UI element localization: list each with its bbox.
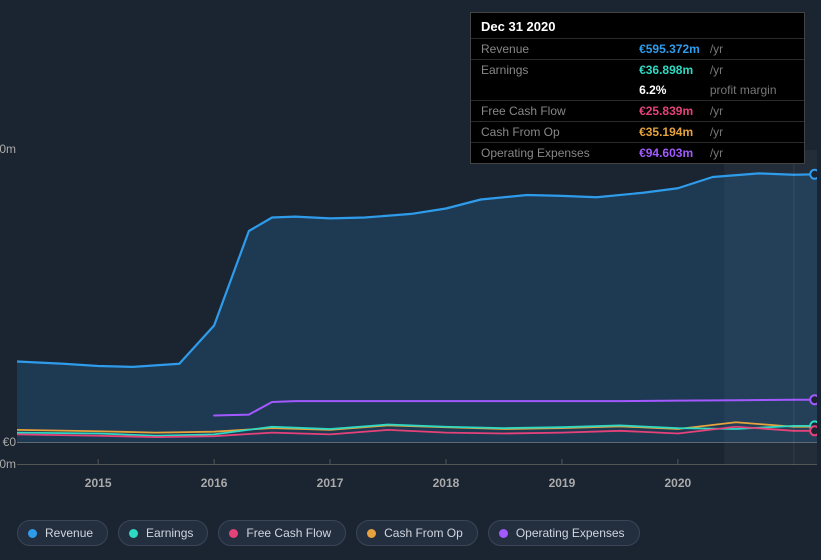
line-chart-svg[interactable] bbox=[17, 150, 817, 465]
x-axis-label: 2016 bbox=[201, 476, 228, 490]
y-axis-label: €0 bbox=[0, 435, 16, 449]
legend-item-opex[interactable]: Operating Expenses bbox=[488, 520, 640, 546]
tooltip-row-value: €35.194m bbox=[629, 122, 710, 143]
tooltip-row: Operating Expenses€94.603m/yr bbox=[471, 143, 804, 164]
y-axis-label: €650m bbox=[0, 142, 16, 156]
tooltip-row: Revenue€595.372m/yr bbox=[471, 39, 804, 60]
tooltip-row-label: Earnings bbox=[471, 60, 629, 81]
tooltip-row-unit: /yr bbox=[710, 39, 804, 60]
chart-tooltip: Dec 31 2020 Revenue€595.372m/yrEarnings€… bbox=[470, 12, 805, 164]
tooltip-table: Revenue€595.372m/yrEarnings€36.898m/yr6.… bbox=[471, 38, 804, 163]
tooltip-row: Free Cash Flow€25.839m/yr bbox=[471, 101, 804, 122]
legend-label: Revenue bbox=[45, 526, 93, 540]
tooltip-row: Earnings€36.898m/yr bbox=[471, 60, 804, 81]
legend-item-cfo[interactable]: Cash From Op bbox=[356, 520, 478, 546]
tooltip-row: 6.2%profit margin bbox=[471, 80, 804, 101]
x-axis-label: 2015 bbox=[85, 476, 112, 490]
legend-dot-icon bbox=[28, 529, 37, 538]
tooltip-row-value: €595.372m bbox=[629, 39, 710, 60]
tooltip-row-label bbox=[471, 80, 629, 101]
tooltip-row-unit: /yr bbox=[710, 143, 804, 164]
legend-dot-icon bbox=[367, 529, 376, 538]
legend-label: Free Cash Flow bbox=[246, 526, 331, 540]
x-axis-label: 2017 bbox=[317, 476, 344, 490]
tooltip-row-unit: /yr bbox=[710, 122, 804, 143]
legend-item-earnings[interactable]: Earnings bbox=[118, 520, 208, 546]
tooltip-row-label: Revenue bbox=[471, 39, 629, 60]
legend: Revenue Earnings Free Cash Flow Cash From O… bbox=[17, 520, 640, 546]
y-axis-label: -€50m bbox=[0, 457, 16, 471]
tooltip-row-label: Free Cash Flow bbox=[471, 101, 629, 122]
x-axis-label: 2019 bbox=[549, 476, 576, 490]
tooltip-row-value: €25.839m bbox=[629, 101, 710, 122]
x-axis: 2015 2016 2017 2018 2019 2020 bbox=[17, 468, 817, 498]
tooltip-row-value: €36.898m bbox=[629, 60, 710, 81]
tooltip-row-value: 6.2% bbox=[629, 80, 710, 101]
legend-label: Operating Expenses bbox=[516, 526, 625, 540]
tooltip-row-label: Cash From Op bbox=[471, 122, 629, 143]
tooltip-row-unit: profit margin bbox=[710, 80, 804, 101]
legend-dot-icon bbox=[229, 529, 238, 538]
tooltip-row-label: Operating Expenses bbox=[471, 143, 629, 164]
legend-dot-icon bbox=[129, 529, 138, 538]
legend-item-fcf[interactable]: Free Cash Flow bbox=[218, 520, 346, 546]
tooltip-row: Cash From Op€35.194m/yr bbox=[471, 122, 804, 143]
tooltip-row-unit: /yr bbox=[710, 60, 804, 81]
tooltip-row-value: €94.603m bbox=[629, 143, 710, 164]
x-axis-label: 2020 bbox=[665, 476, 692, 490]
tooltip-row-unit: /yr bbox=[710, 101, 804, 122]
x-axis-label: 2018 bbox=[433, 476, 460, 490]
tooltip-date: Dec 31 2020 bbox=[471, 13, 804, 38]
legend-label: Cash From Op bbox=[384, 526, 463, 540]
legend-label: Earnings bbox=[146, 526, 193, 540]
legend-dot-icon bbox=[499, 529, 508, 538]
legend-item-revenue[interactable]: Revenue bbox=[17, 520, 108, 546]
